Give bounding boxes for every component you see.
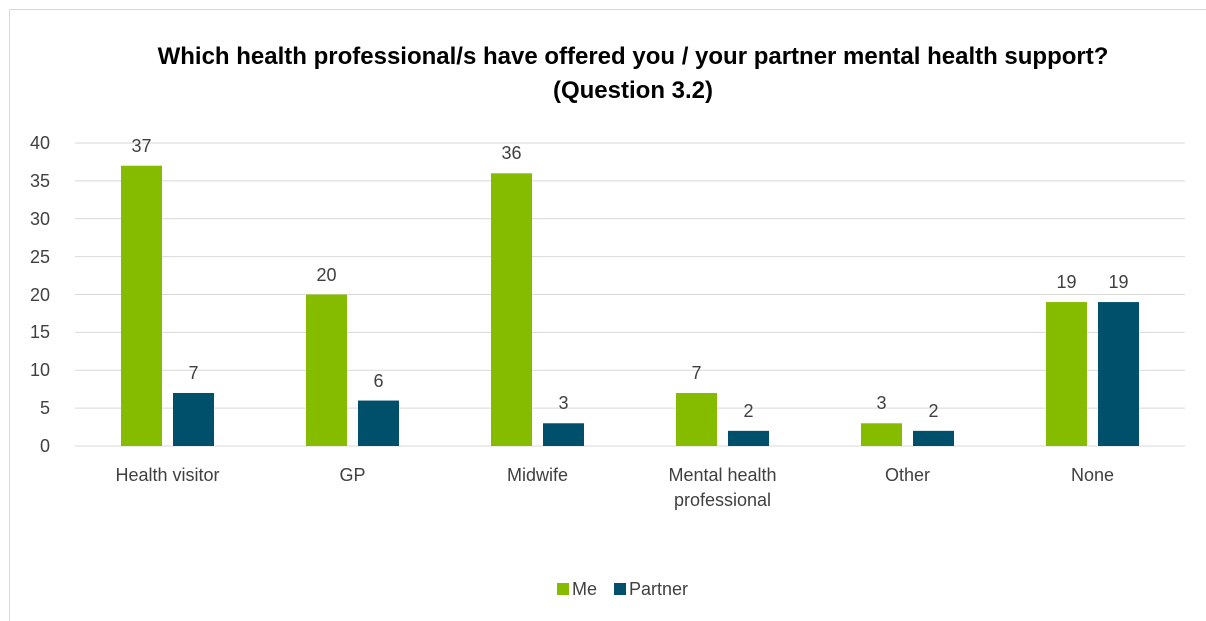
x-tick-label: Other — [884, 465, 931, 485]
bar — [358, 400, 399, 446]
data-label: 36 — [501, 143, 522, 164]
legend-label: Me — [572, 579, 598, 599]
x-tick-label: GP — [339, 465, 366, 485]
legend-label: Partner — [629, 579, 689, 599]
bar — [861, 423, 902, 446]
data-label: 3 — [876, 393, 887, 414]
x-tick-label: None — [1070, 465, 1115, 485]
data-label: 3 — [558, 393, 569, 414]
y-tick-label: 0 — [39, 436, 50, 456]
x-tick-label: Health visitor — [115, 465, 220, 485]
bar — [728, 430, 769, 446]
data-label: 19 — [1108, 272, 1129, 293]
y-tick-label: 25 — [29, 246, 50, 267]
y-tick-label: 40 — [29, 133, 50, 153]
data-label: 6 — [373, 370, 384, 391]
chart-title: Which health professional/s have offered… — [157, 43, 1109, 104]
data-label: 2 — [928, 400, 939, 421]
chart-border — [9, 9, 1206, 621]
x-tick-label: Midwife — [506, 465, 568, 485]
data-label: 20 — [316, 264, 337, 285]
bar — [306, 294, 347, 446]
bar — [173, 392, 214, 446]
bar — [1046, 302, 1087, 446]
legend-swatch — [614, 583, 627, 595]
x-tick-label: Mental health professional — [668, 465, 777, 510]
bar — [913, 430, 954, 446]
y-tick-label: 30 — [29, 208, 50, 229]
bar — [1098, 302, 1139, 446]
legend-swatch — [557, 583, 569, 595]
y-tick-label: 5 — [39, 398, 50, 419]
y-tick-label: 35 — [29, 170, 50, 191]
bar — [121, 165, 162, 446]
bar — [543, 423, 584, 446]
y-tick-label: 20 — [29, 284, 50, 305]
data-label: 7 — [188, 362, 199, 383]
data-label: 2 — [743, 400, 754, 421]
data-label: 37 — [131, 135, 152, 156]
y-tick-label: 15 — [29, 322, 50, 343]
bar — [491, 173, 532, 447]
data-label: 19 — [1056, 272, 1077, 293]
data-label: 7 — [691, 362, 702, 383]
bar — [676, 392, 717, 446]
y-tick-label: 10 — [29, 360, 50, 381]
